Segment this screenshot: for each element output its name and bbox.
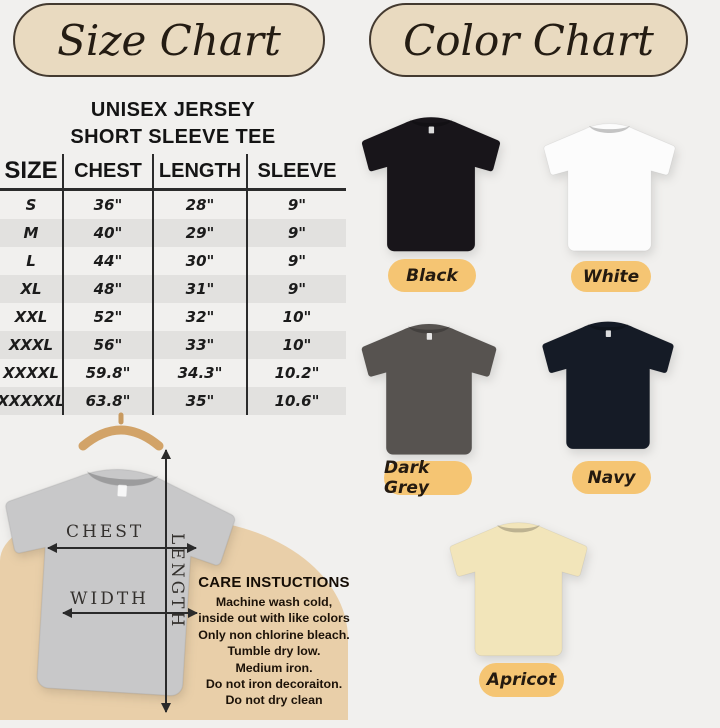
table-cell: M bbox=[0, 219, 62, 247]
length-arrow-icon bbox=[161, 449, 171, 713]
color-label-apricot-text: Apricot bbox=[486, 670, 557, 690]
table-cell: 33" bbox=[152, 331, 246, 359]
col-header-chest: CHEST bbox=[62, 154, 152, 191]
table-cell: 29" bbox=[152, 219, 246, 247]
tshirt-swatch-white bbox=[543, 123, 676, 252]
color-label-dark-grey-text: Dark Grey bbox=[384, 458, 430, 498]
size-chart-title: Size Chart bbox=[13, 3, 325, 77]
measured-tshirt-graphic bbox=[5, 468, 236, 697]
table-cell: XXXXL bbox=[3, 364, 59, 382]
care-line: Only non chlorine bleach. bbox=[198, 627, 350, 642]
table-cell: 59.8" bbox=[62, 359, 152, 387]
table-cell: 63.8" bbox=[62, 387, 152, 415]
table-cell: L bbox=[26, 252, 36, 270]
product-name-line2: SHORT SLEEVE TEE bbox=[70, 126, 276, 148]
size-chart-title-text: Size Chart bbox=[57, 15, 281, 65]
col-header-length: LENGTH bbox=[152, 154, 246, 191]
table-cell: 10.2" bbox=[246, 359, 346, 387]
table-cell: 56" bbox=[62, 331, 152, 359]
care-line: Machine wash cold, bbox=[215, 595, 333, 609]
product-name: UNISEX JERSEY SHORT SLEEVE TEE bbox=[0, 97, 346, 151]
width-arrow-icon bbox=[62, 608, 198, 618]
hanger-icon bbox=[78, 412, 164, 451]
length-measure-label: LENGTH bbox=[167, 533, 187, 630]
table-cell: 9" bbox=[246, 219, 346, 247]
color-label-white-text: White bbox=[582, 266, 640, 287]
chest-measure-label: CHEST bbox=[66, 522, 145, 542]
table-cell: 28" bbox=[152, 191, 246, 219]
table-cell: 10" bbox=[246, 303, 346, 331]
table-cell: 36" bbox=[62, 191, 152, 219]
care-instructions-title: CARE INSTUCTIONS bbox=[198, 574, 350, 591]
table-cell: XXL bbox=[14, 308, 48, 326]
table-cell: 52" bbox=[62, 303, 152, 331]
col-header-size: SIZE bbox=[0, 154, 62, 191]
color-label-apricot: Apricot bbox=[479, 663, 564, 697]
color-label-black: Black bbox=[388, 259, 476, 292]
table-cell: 35" bbox=[152, 387, 246, 415]
care-line: Medium iron. bbox=[235, 660, 313, 675]
color-label-black-text: Black bbox=[406, 265, 458, 286]
color-chart-title-text: Color Chart bbox=[403, 15, 654, 65]
color-label-dark-grey: Dark Grey bbox=[384, 458, 472, 498]
chest-arrow-icon bbox=[47, 543, 197, 553]
table-cell: 30" bbox=[152, 247, 246, 275]
care-instructions: CARE INSTUCTIONS Machine wash cold, insi… bbox=[195, 574, 353, 709]
width-measure-label: WIDTH bbox=[70, 589, 149, 609]
table-cell: 9" bbox=[246, 191, 346, 219]
tshirt-swatch-black bbox=[361, 116, 501, 252]
table-cell: 34.3" bbox=[152, 359, 246, 387]
care-line: Tumble dry low. bbox=[227, 644, 321, 659]
color-label-white: White bbox=[571, 261, 651, 292]
table-cell: 10.6" bbox=[246, 387, 346, 415]
product-name-line1: UNISEX JERSEY bbox=[90, 99, 256, 121]
size-table: SIZE CHEST LENGTH SLEEVE S 36" 28" 9" M … bbox=[0, 154, 346, 415]
table-cell: 40" bbox=[62, 219, 152, 247]
table-cell: 9" bbox=[246, 275, 346, 303]
table-cell: 48" bbox=[62, 275, 152, 303]
table-cell: XXXXXL bbox=[0, 387, 65, 415]
care-line: Do not iron decoraiton. bbox=[205, 677, 343, 692]
color-label-navy-text: Navy bbox=[587, 467, 636, 488]
care-line: inside out with like colors bbox=[198, 611, 350, 626]
table-cell: 44" bbox=[62, 247, 152, 275]
color-chart-title: Color Chart bbox=[369, 3, 688, 77]
table-cell: 10" bbox=[246, 331, 346, 359]
table-cell: 9" bbox=[246, 247, 346, 275]
table-cell: XXXL bbox=[0, 331, 62, 359]
tshirt-swatch-apricot bbox=[449, 522, 588, 657]
table-cell: 32" bbox=[152, 303, 246, 331]
col-header-sleeve: SLEEVE bbox=[246, 154, 346, 191]
table-cell: 31" bbox=[152, 275, 246, 303]
color-label-navy: Navy bbox=[572, 461, 651, 494]
tshirt-swatch-navy bbox=[542, 321, 674, 450]
tshirt-swatch-dark-grey bbox=[361, 323, 497, 455]
table-cell: XL bbox=[0, 275, 62, 303]
care-line: Do not dry clean bbox=[225, 693, 323, 708]
table-cell: S bbox=[25, 196, 37, 214]
